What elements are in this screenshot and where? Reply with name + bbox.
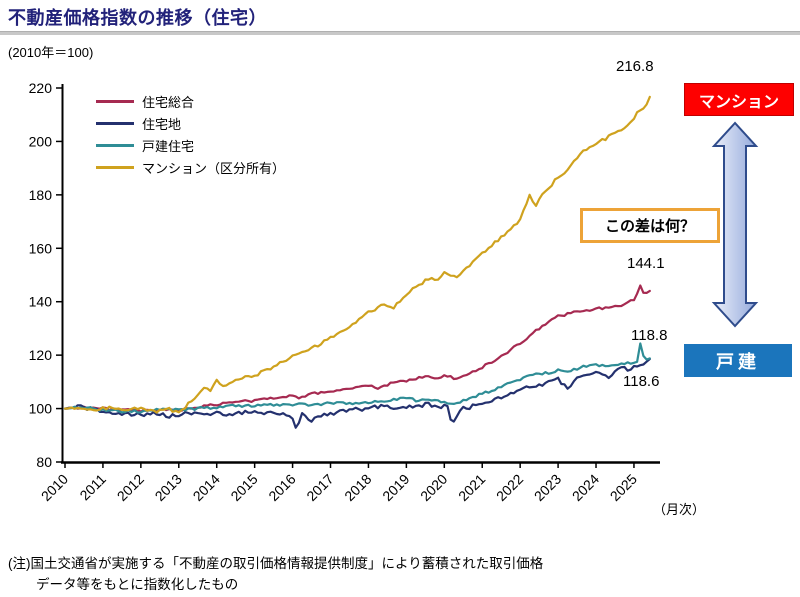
x-tick-label: 2024 bbox=[569, 471, 602, 504]
series-line-1 bbox=[63, 357, 651, 429]
legend-line-swatch bbox=[96, 121, 134, 125]
x-tick-label: 2012 bbox=[114, 471, 147, 504]
x-tick-label: 2018 bbox=[341, 471, 374, 504]
data-label-mansion: 216.8 bbox=[616, 58, 654, 75]
legend-item: マンション（区分所有） bbox=[96, 156, 285, 178]
data-label-jutaku-sogo: 144.1 bbox=[627, 255, 665, 272]
double-arrow-icon bbox=[711, 121, 759, 328]
legend-label: 住宅地 bbox=[142, 116, 182, 132]
y-tick-label: 120 bbox=[29, 347, 53, 363]
y-tick-label: 160 bbox=[29, 240, 53, 256]
x-axis-unit-label: （月次） bbox=[653, 502, 706, 517]
page-title: 不動産価格指数の推移（住宅） bbox=[8, 8, 267, 28]
legend-label: マンション（区分所有） bbox=[142, 160, 286, 176]
legend-line-swatch bbox=[96, 99, 134, 103]
legend-item: 住宅総合 bbox=[96, 90, 285, 112]
mansion-callout-box: マンション bbox=[684, 83, 794, 116]
title-divider bbox=[0, 31, 800, 35]
x-tick-label: 2025 bbox=[607, 471, 640, 504]
series-line-0 bbox=[63, 284, 651, 413]
y-tick-label: 80 bbox=[36, 454, 52, 470]
legend-label: 住宅総合 bbox=[142, 94, 195, 110]
series-line-2 bbox=[63, 342, 651, 414]
kodate-callout-box: 戸建 bbox=[684, 344, 792, 377]
legend-label: 戸建住宅 bbox=[142, 138, 195, 154]
y-axis-note: (2010年＝100) bbox=[8, 45, 94, 60]
y-tick-label: 200 bbox=[29, 133, 53, 149]
legend-line-swatch bbox=[96, 165, 134, 169]
x-tick-label: 2022 bbox=[493, 471, 526, 504]
x-tick-label: 2020 bbox=[417, 471, 450, 504]
x-tick-label: 2019 bbox=[379, 471, 412, 504]
question-callout-box: この差は何？ bbox=[580, 208, 720, 243]
data-label-kodate-jutaku: 118.8 bbox=[631, 327, 668, 344]
y-tick-label: 180 bbox=[29, 187, 53, 203]
x-tick-label: 2013 bbox=[152, 471, 185, 504]
legend-line-swatch bbox=[96, 143, 134, 147]
chart-legend: 住宅総合 住宅地 戸建住宅 マンション（区分所有） bbox=[96, 90, 285, 178]
x-tick-label: 2023 bbox=[531, 471, 564, 504]
legend-item: 戸建住宅 bbox=[96, 134, 285, 156]
x-tick-label: 2015 bbox=[227, 471, 260, 504]
x-tick-label: 2017 bbox=[303, 471, 336, 504]
y-tick-label: 140 bbox=[29, 294, 53, 310]
data-label-jutakuchi: 118.6 bbox=[623, 373, 660, 390]
x-tick-label: 2010 bbox=[38, 471, 71, 504]
x-tick-label: 2011 bbox=[76, 471, 109, 504]
y-tick-label: 220 bbox=[29, 80, 53, 96]
y-tick-label: 100 bbox=[29, 401, 53, 417]
double-arrow-shape bbox=[711, 121, 759, 328]
x-tick-label: 2014 bbox=[189, 471, 222, 504]
footnote-line-1: (注)国土交通省が実施する「不動産の取引価格情報提供制度」により蓄積された取引価… bbox=[8, 556, 544, 571]
x-tick-label: 2021 bbox=[455, 471, 488, 504]
x-tick-label: 2016 bbox=[265, 471, 298, 504]
footnote-line-2: データ等をもとに指数化したもの bbox=[36, 577, 239, 592]
legend-item: 住宅地 bbox=[96, 112, 285, 134]
series-line-3 bbox=[63, 95, 651, 414]
